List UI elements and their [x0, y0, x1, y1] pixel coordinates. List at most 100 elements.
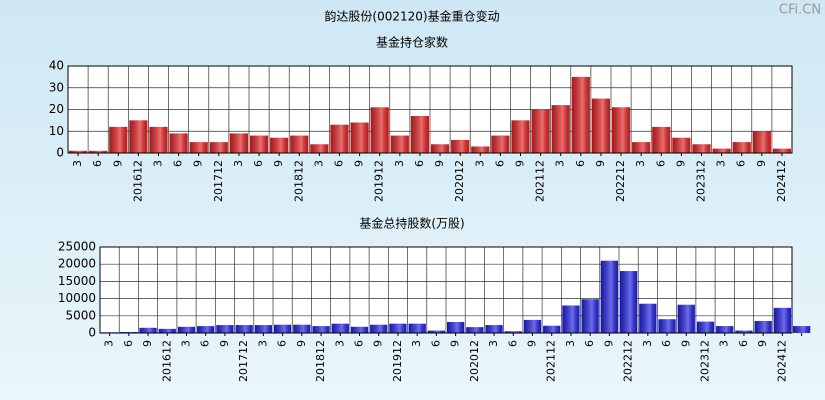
x-tick-label: 6: [413, 160, 426, 167]
x-tick-label: 3: [232, 160, 245, 167]
x-tick-label: 6: [493, 160, 506, 167]
bar-shine: [120, 331, 138, 333]
bar-shine: [732, 142, 751, 153]
y-tick-label: 20: [49, 102, 64, 116]
x-tick-label: 3: [487, 340, 500, 347]
bar-shine: [431, 144, 450, 153]
x-tick-label: 201812: [292, 160, 305, 202]
bar-shine: [350, 122, 369, 153]
x-tick-label: 9: [433, 160, 446, 167]
y-tick-label: 0: [56, 146, 64, 160]
x-tick-label: 3: [256, 340, 269, 347]
bar-shine: [330, 124, 349, 153]
bar-shine: [389, 323, 407, 333]
x-tick-label: 6: [737, 340, 750, 347]
bar-shine: [581, 299, 599, 333]
x-tick-label: 9: [449, 340, 462, 347]
x-tick-label: 3: [71, 160, 84, 167]
bar-shine: [69, 150, 88, 153]
x-tick-label: 9: [526, 340, 539, 347]
bar-shine: [290, 135, 309, 153]
bar-shine: [109, 126, 128, 153]
bar-shine: [652, 126, 671, 153]
bar-shine: [189, 142, 208, 153]
x-tick-label: 202312: [695, 160, 708, 202]
y-tick-label: 0: [88, 326, 96, 340]
x-tick-label: 201912: [391, 340, 404, 382]
bar-shine: [677, 304, 695, 333]
x-tick-label: 201912: [373, 160, 386, 202]
bar-shine: [712, 148, 731, 153]
x-tick-label: 202112: [534, 160, 547, 202]
x-tick-label: 6: [172, 160, 185, 167]
x-tick-label: 202412: [775, 340, 788, 382]
bar-shine: [229, 133, 248, 153]
bar-shine: [504, 331, 522, 333]
bar-shine: [562, 305, 580, 333]
bar-shine: [735, 330, 753, 333]
bar-shine: [129, 120, 148, 153]
x-tick-label: 3: [152, 160, 165, 167]
x-tick-label: 202212: [622, 340, 635, 382]
x-tick-label: 3: [564, 340, 577, 347]
bar-shine: [254, 325, 272, 333]
bar-shine: [169, 133, 188, 153]
x-tick-label: 3: [180, 340, 193, 347]
x-tick-label: 202012: [468, 340, 481, 382]
x-tick-label: 9: [272, 160, 285, 167]
bar-shine: [772, 148, 791, 153]
x-tick-label: 9: [514, 160, 527, 167]
bar-shine: [209, 142, 228, 153]
bar-shine: [350, 326, 369, 333]
bar-shine: [639, 303, 657, 333]
x-tick-label: 201712: [237, 340, 250, 382]
x-tick-label: 3: [473, 160, 486, 167]
bar-shine: [293, 324, 311, 333]
bar-shine: [571, 76, 590, 153]
y-tick-label: 15000: [58, 274, 96, 288]
bar-shine: [696, 321, 715, 333]
bar-shine: [270, 137, 289, 153]
x-tick-label: 3: [718, 340, 731, 347]
bar-shine: [310, 144, 329, 153]
bar-shine: [591, 98, 610, 153]
x-tick-label: 6: [122, 340, 135, 347]
x-tick-label: 9: [353, 160, 366, 167]
bar-shine: [752, 131, 771, 153]
x-tick-label: 9: [755, 160, 768, 167]
x-tick-label: 9: [192, 160, 205, 167]
bar-shine: [177, 326, 196, 333]
bar-shine: [274, 324, 292, 333]
chart-title: 基金总持股数(万股): [359, 216, 464, 231]
bar-shine: [89, 150, 108, 153]
bar-shine: [551, 105, 570, 153]
plot-border: [99, 246, 793, 334]
bar-shine: [427, 330, 445, 333]
chart-title: 基金持仓家数: [376, 35, 448, 50]
x-tick-label: 9: [594, 160, 607, 167]
plot-border: [67, 65, 793, 154]
page-title: 韵达股份(002120)基金重仓变动: [324, 9, 499, 24]
x-tick-label: 6: [252, 160, 265, 167]
bar-shine: [672, 137, 691, 153]
x-tick-label: 201612: [131, 160, 144, 202]
bar-shine: [600, 260, 618, 333]
bar-shine: [216, 325, 234, 333]
x-tick-label: 202112: [545, 340, 558, 382]
bar-shine: [370, 324, 388, 333]
x-tick-label: 6: [574, 160, 587, 167]
x-tick-label: 202312: [699, 340, 712, 382]
x-tick-label: 6: [353, 340, 366, 347]
x-tick-label: 3: [103, 340, 116, 347]
x-tick-label: 201612: [160, 340, 173, 382]
bar-shine: [511, 120, 530, 153]
bar-shine: [773, 307, 791, 333]
bar-shine: [632, 142, 651, 153]
x-tick-label: 6: [654, 160, 667, 167]
watermark: CFi.CN: [779, 3, 821, 18]
x-tick-label: 9: [674, 160, 687, 167]
bar-shine: [620, 271, 638, 333]
x-tick-label: 6: [91, 160, 104, 167]
x-tick-label: 3: [333, 340, 346, 347]
